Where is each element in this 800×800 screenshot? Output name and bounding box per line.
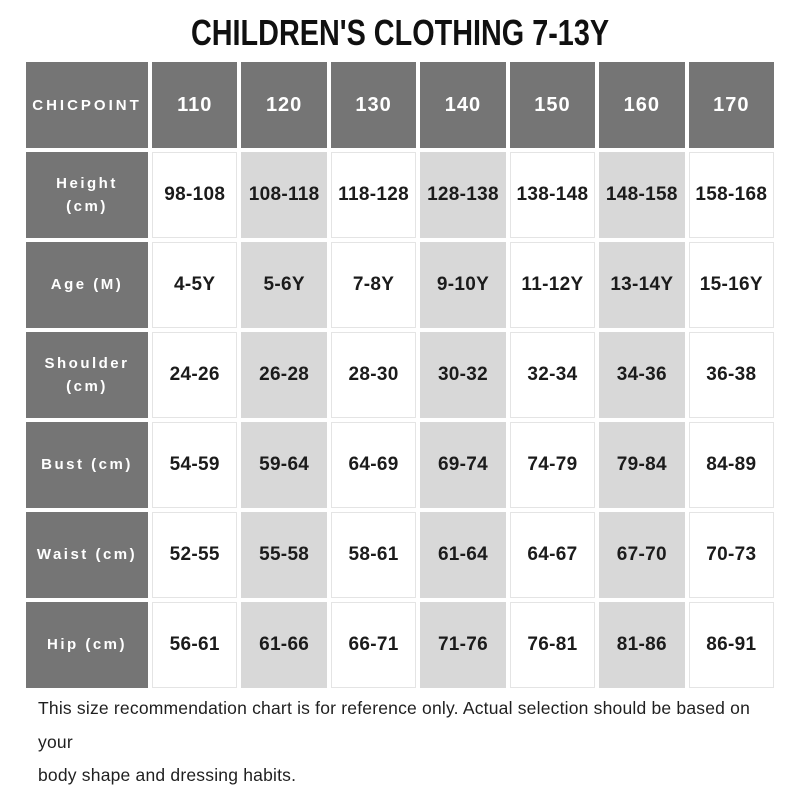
- table-cell: 9-10Y: [420, 242, 506, 328]
- column-header-150: 150: [509, 62, 596, 148]
- row-label-age: Age (M): [26, 242, 148, 328]
- table-cell: 148-158: [599, 152, 685, 238]
- column-header-130: 130: [330, 62, 417, 148]
- table-cell: 5-6Y: [241, 242, 327, 328]
- table-cell: 28-30: [330, 332, 417, 418]
- table-cell: 81-86: [599, 602, 685, 688]
- table-corner-header: CHICPOINT: [26, 62, 148, 148]
- row-label-bust: Bust (cm): [26, 422, 148, 508]
- table-cell: 13-14Y: [599, 242, 685, 328]
- table-cell: 56-61: [152, 602, 238, 688]
- table-cell: 71-76: [420, 602, 506, 688]
- table-cell: 79-84: [599, 422, 685, 508]
- table-cell: 98-108: [152, 152, 238, 238]
- table-cell: 138-148: [509, 152, 596, 238]
- column-header-140: 140: [420, 62, 506, 148]
- table-cell: 61-64: [420, 512, 506, 598]
- table-cell: 61-66: [241, 602, 327, 688]
- table-cell: 7-8Y: [330, 242, 417, 328]
- table-cell: 64-69: [330, 422, 417, 508]
- table-cell: 52-55: [152, 512, 238, 598]
- table-cell: 64-67: [509, 512, 596, 598]
- table-cell: 58-61: [330, 512, 417, 598]
- table-cell: 55-58: [241, 512, 327, 598]
- table-cell: 86-91: [688, 602, 774, 688]
- table-cell: 67-70: [599, 512, 685, 598]
- disclaimer-note: This size recommendation chart is for re…: [38, 692, 768, 793]
- disclaimer-line-1: This size recommendation chart is for re…: [38, 698, 751, 752]
- table-cell: 66-71: [330, 602, 417, 688]
- column-header-160: 160: [599, 62, 685, 148]
- table-cell: 84-89: [688, 422, 774, 508]
- table-cell: 76-81: [509, 602, 596, 688]
- table-cell: 54-59: [152, 422, 238, 508]
- table-cell: 26-28: [241, 332, 327, 418]
- row-label-hip: Hip (cm): [26, 602, 148, 688]
- table-cell: 34-36: [599, 332, 685, 418]
- table-cell: 24-26: [152, 332, 238, 418]
- table-cell: 69-74: [420, 422, 506, 508]
- page-title: CHILDREN'S CLOTHING 7-13Y: [190, 12, 610, 53]
- table-cell: 108-118: [241, 152, 327, 238]
- row-label-height: Height (cm): [26, 152, 148, 238]
- table-cell: 4-5Y: [152, 242, 238, 328]
- disclaimer-line-2: body shape and dressing habits.: [38, 765, 297, 786]
- table-cell: 128-138: [420, 152, 506, 238]
- table-cell: 32-34: [509, 332, 596, 418]
- table-cell: 118-128: [330, 152, 417, 238]
- column-header-170: 170: [688, 62, 774, 148]
- table-cell: 59-64: [241, 422, 327, 508]
- table-cell: 11-12Y: [509, 242, 596, 328]
- table-cell: 158-168: [688, 152, 774, 238]
- size-chart-table: CHICPOINT 110 120 130 140 150 160 170 He…: [26, 62, 774, 688]
- table-cell: 36-38: [688, 332, 774, 418]
- table-cell: 70-73: [688, 512, 774, 598]
- table-cell: 30-32: [420, 332, 506, 418]
- row-label-waist: Waist (cm): [26, 512, 148, 598]
- table-cell: 15-16Y: [688, 242, 774, 328]
- table-cell: 74-79: [509, 422, 596, 508]
- column-header-120: 120: [241, 62, 327, 148]
- column-header-110: 110: [152, 62, 238, 148]
- row-label-shoulder: Shoulder (cm): [26, 332, 148, 418]
